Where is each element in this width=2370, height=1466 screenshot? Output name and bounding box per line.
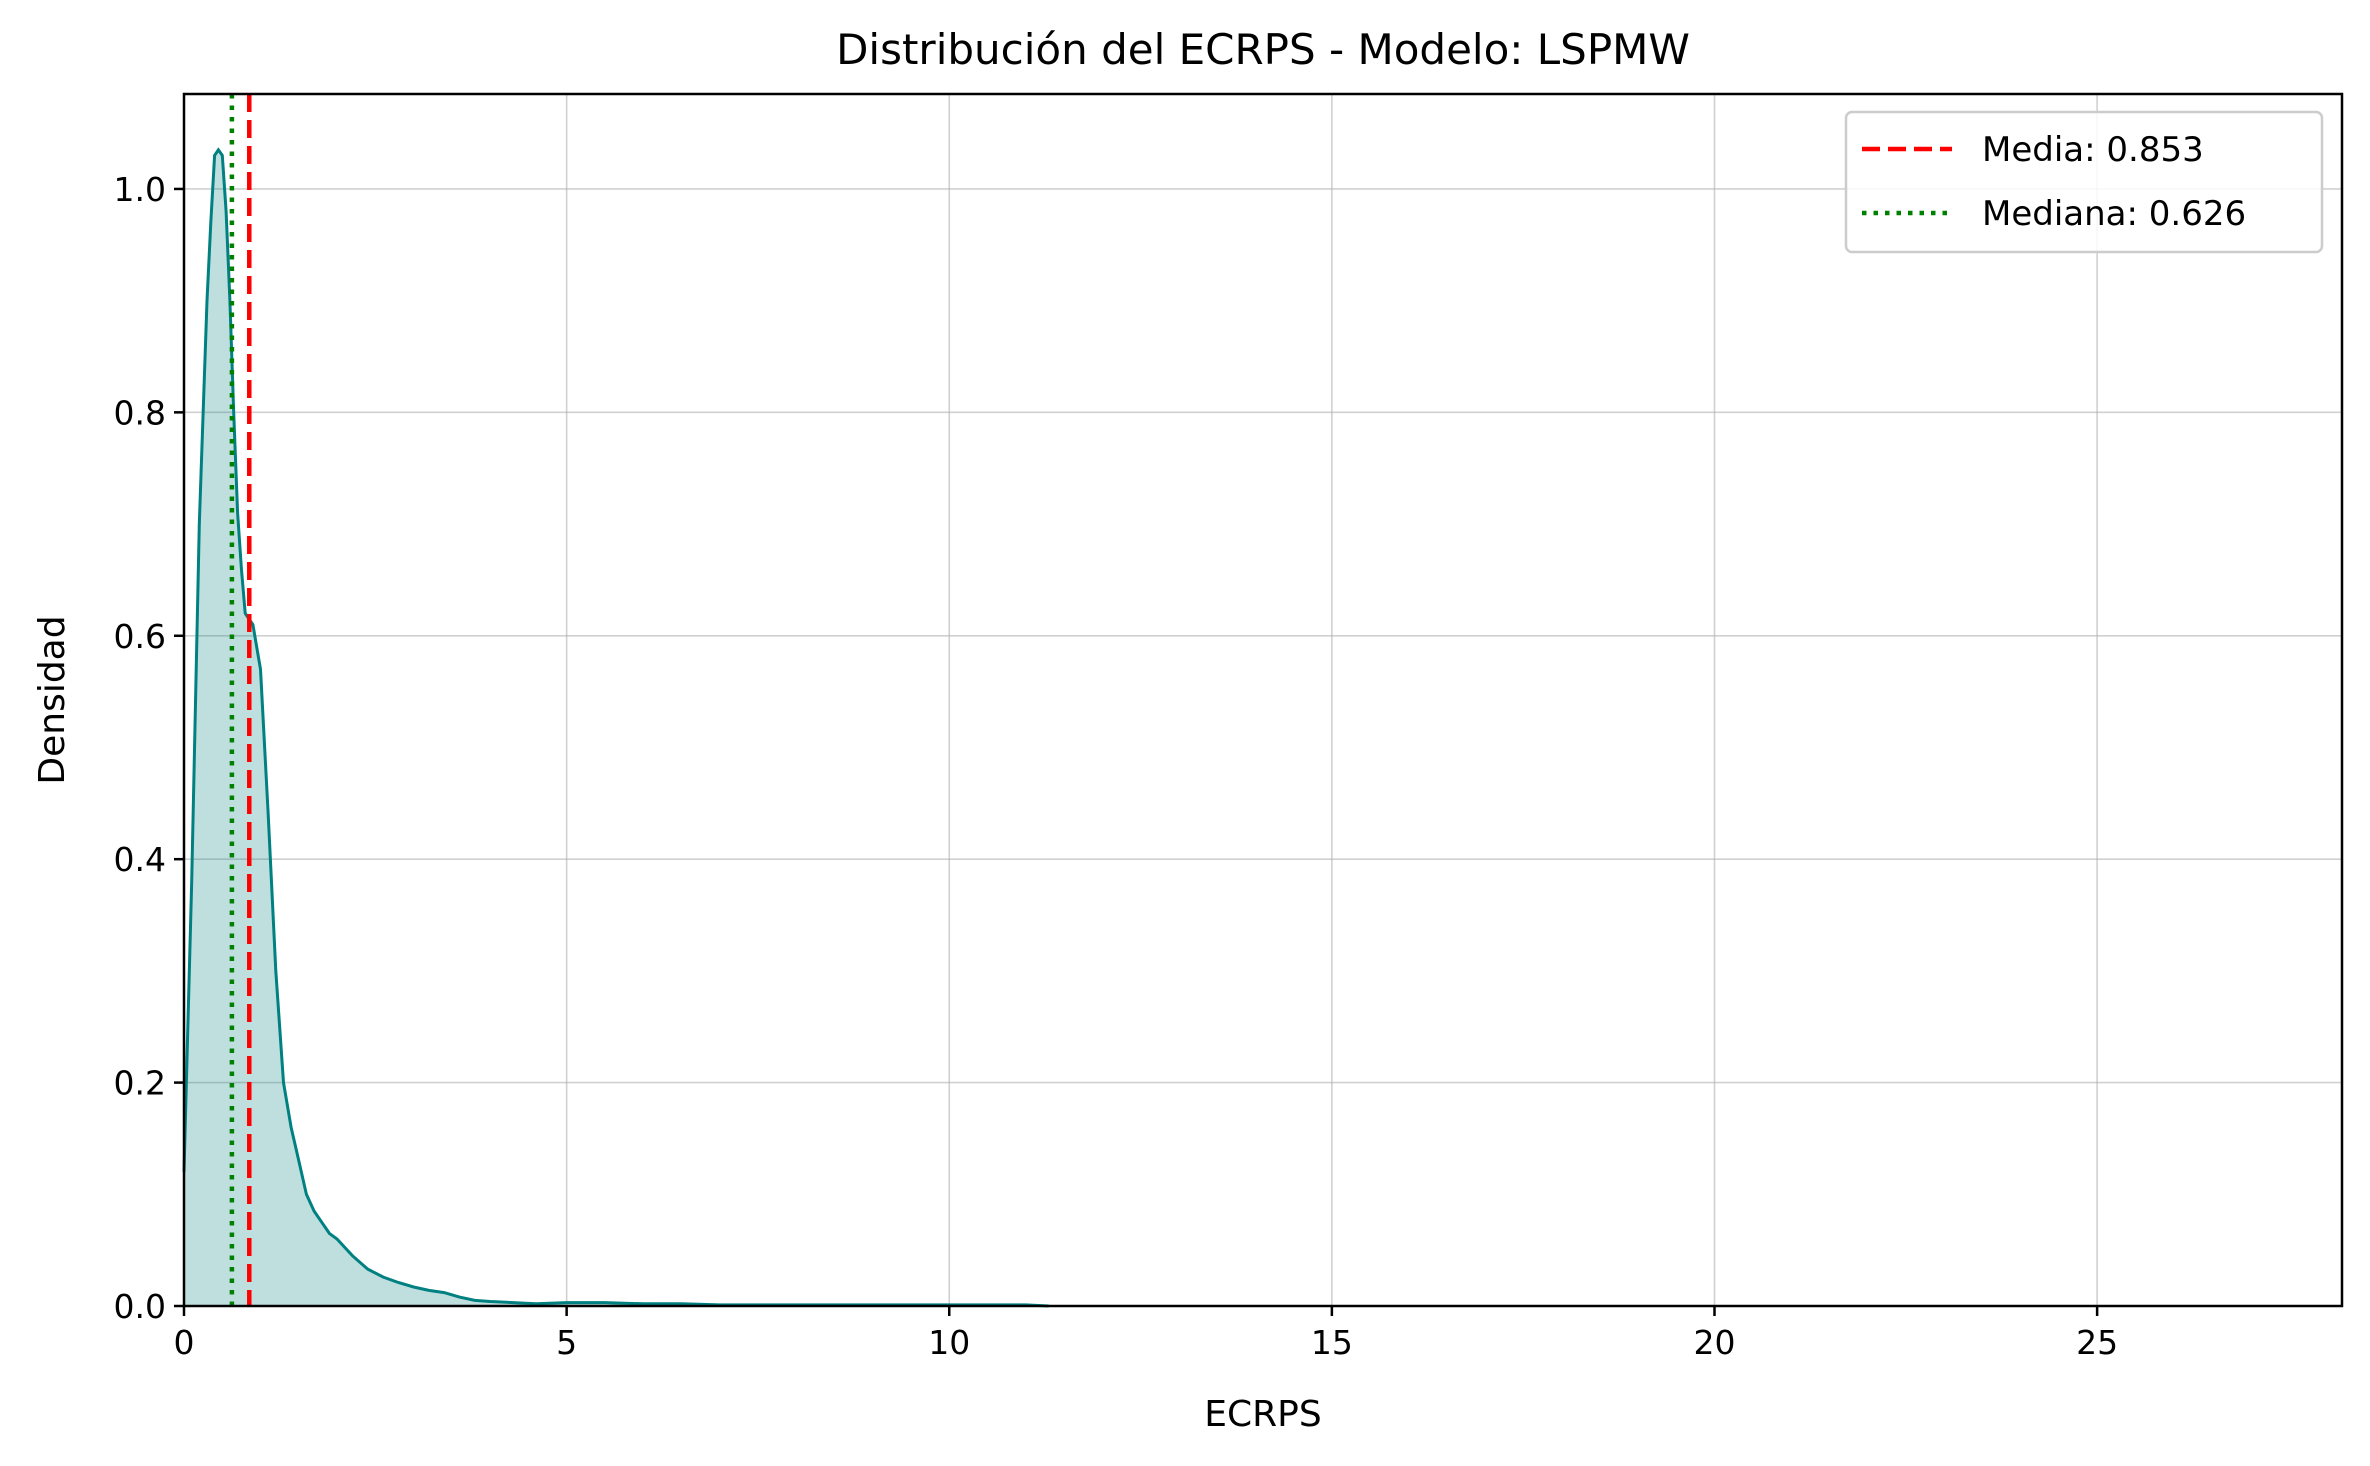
y-tick-label: 0.4 (114, 840, 166, 879)
density-fill-area (184, 149, 1049, 1306)
y-tick-label: 1.0 (114, 170, 166, 209)
y-axis-label: Densidad (32, 615, 73, 784)
x-tick-label: 15 (1311, 1323, 1353, 1362)
x-tick-label: 20 (1693, 1323, 1735, 1362)
x-tick-label: 25 (2076, 1323, 2118, 1362)
plot-area (182, 92, 2344, 1308)
y-tick-label: 0.2 (114, 1064, 166, 1103)
legend-mean-label: Media: 0.853 (1982, 130, 2204, 170)
legend-box (1844, 110, 2324, 254)
x-tick-label: 10 (928, 1323, 970, 1362)
axes-background (184, 94, 2342, 1306)
density-curve (182, 147, 1049, 1308)
chart-title: Distribución del ECRPS - Modelo: LSPMW (836, 25, 1690, 74)
legend: Media: 0.853 Mediana: 0.626 (1844, 110, 2324, 254)
x-tick-label: 0 (174, 1323, 195, 1362)
axes-frame (182, 92, 2344, 1308)
y-tick-label: 0.6 (114, 617, 166, 656)
x-tick-label: 5 (556, 1323, 577, 1362)
y-tick-label: 0.8 (114, 393, 166, 432)
legend-median-label: Mediana: 0.626 (1982, 194, 2246, 234)
y-tick-label: 0.0 (114, 1287, 166, 1326)
axis-ticks: 0 5 10 15 20 25 0.0 0.2 0.4 0.6 0.8 1.0 (114, 170, 2119, 1362)
x-axis-label: ECRPS (1204, 1394, 1321, 1435)
